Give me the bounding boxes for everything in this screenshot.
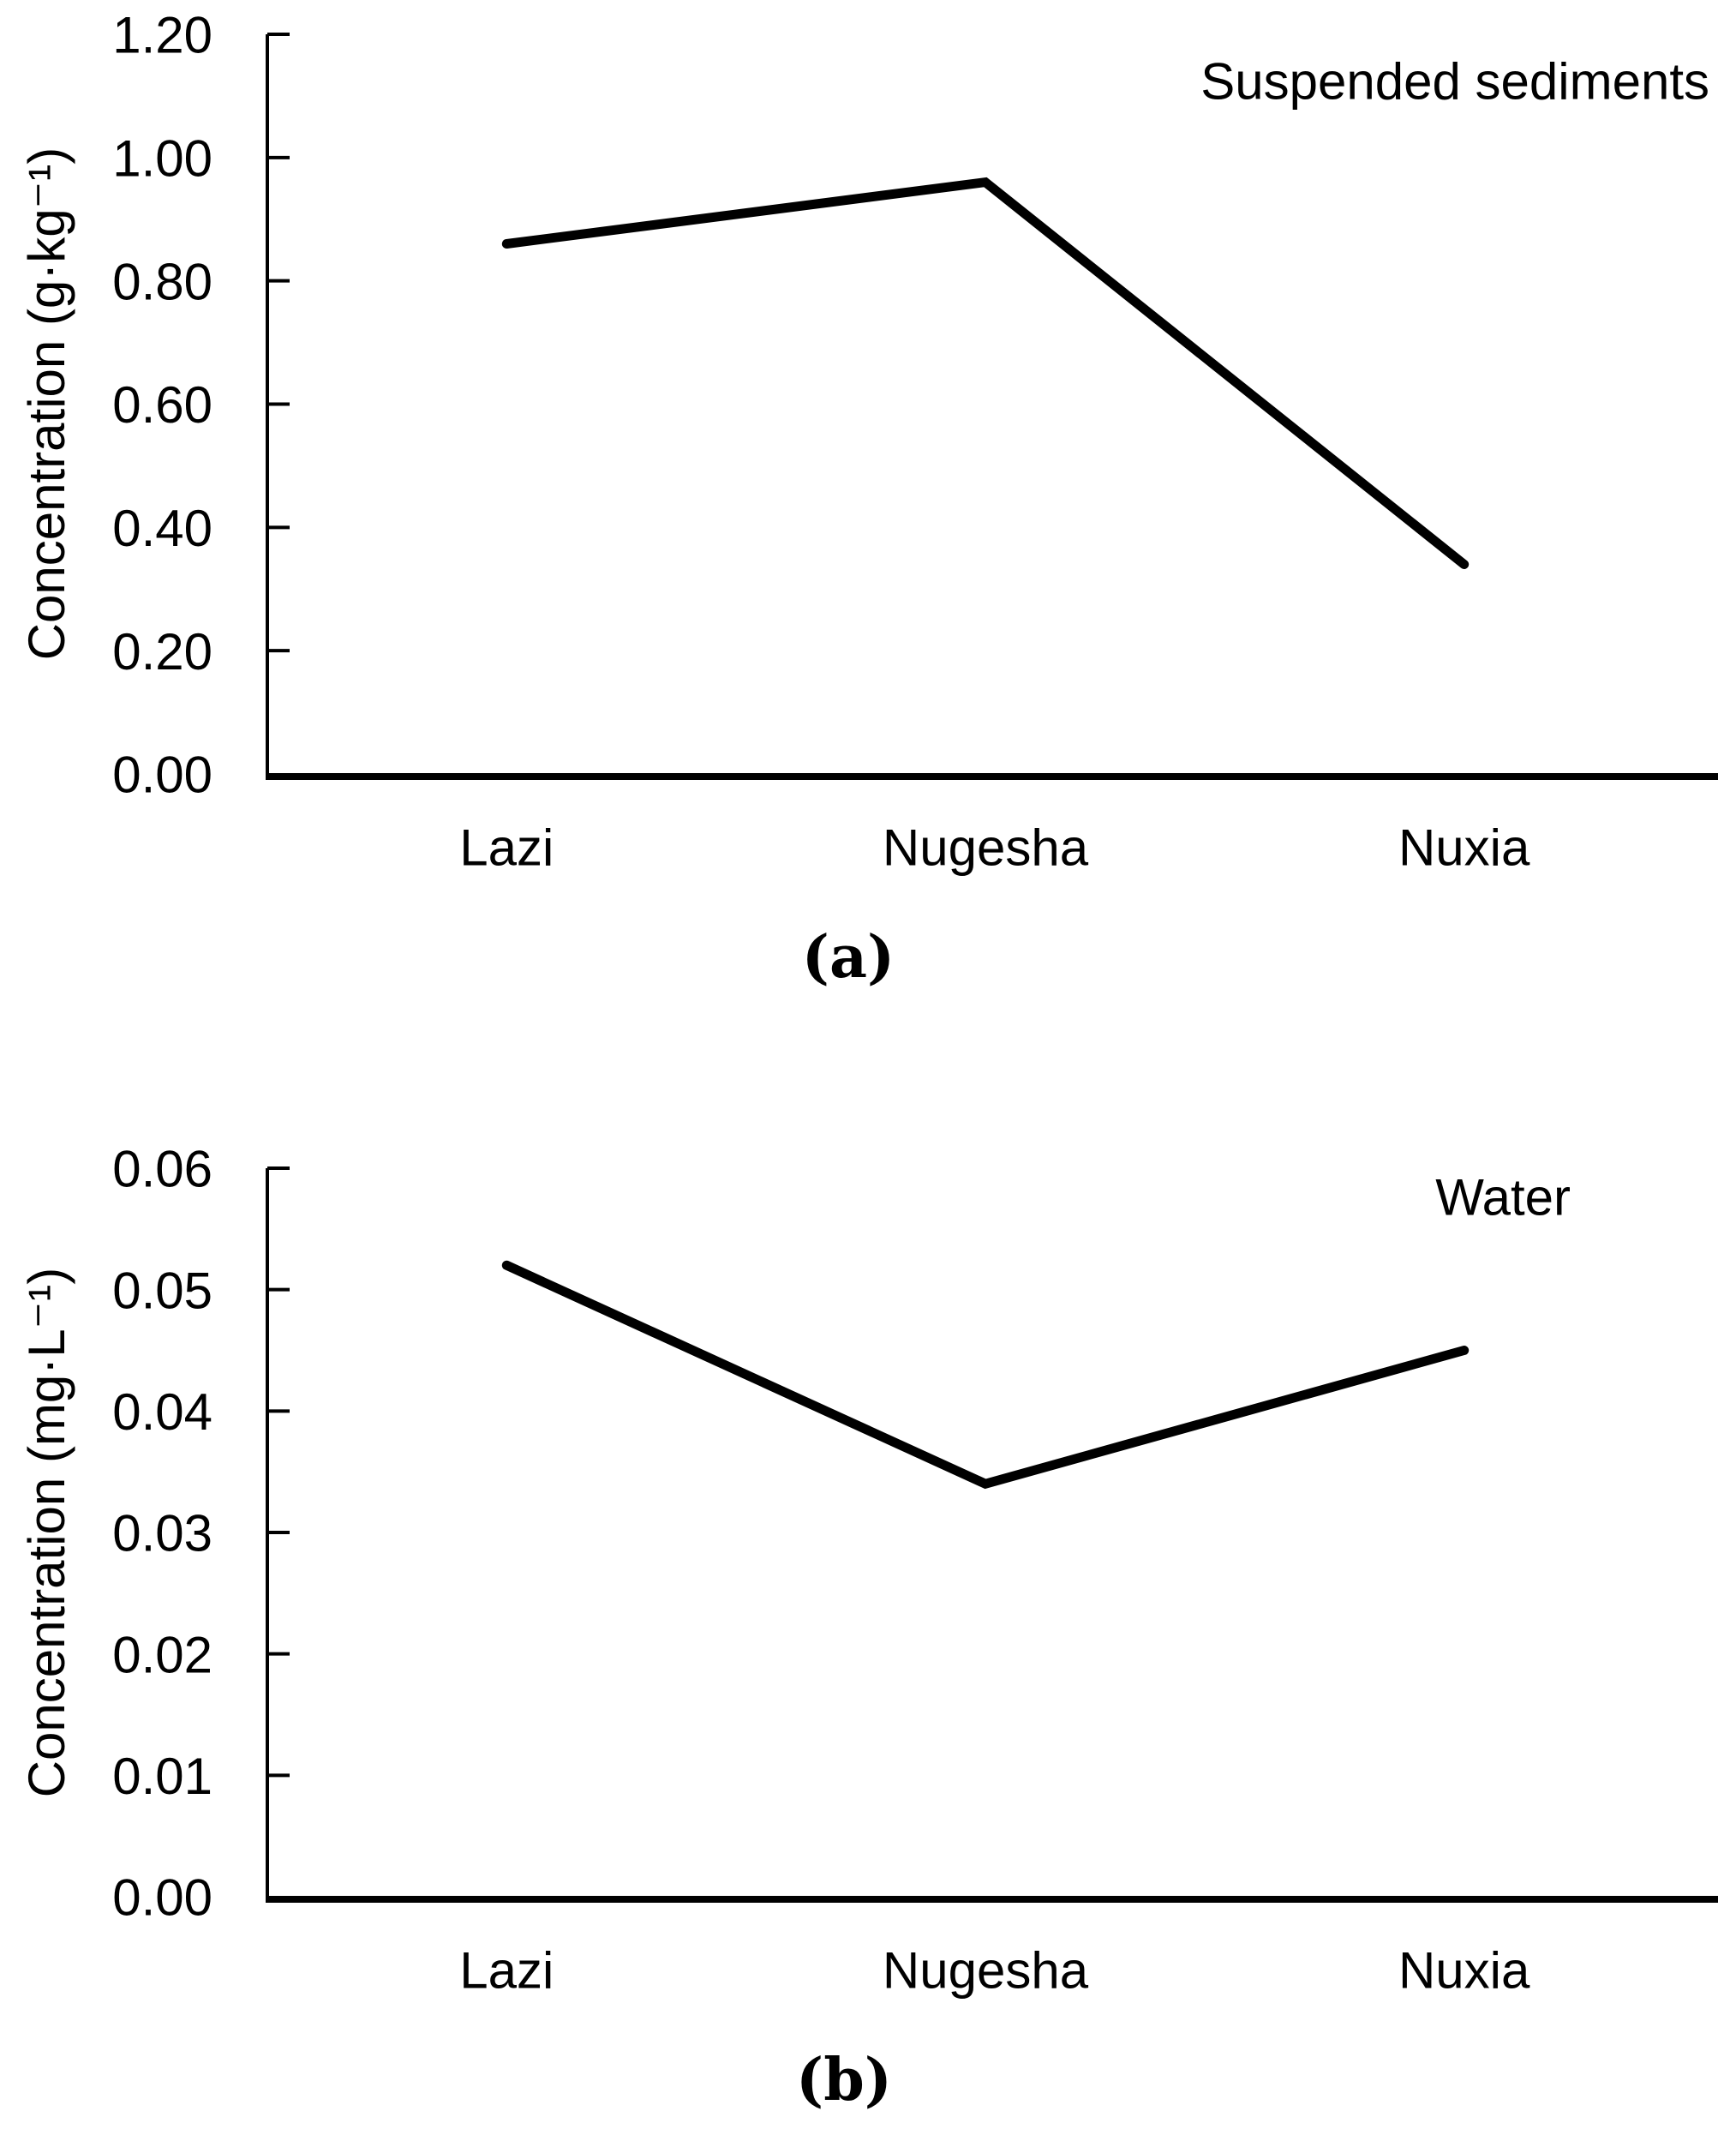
x-category-label: Nuxia bbox=[1398, 1942, 1530, 2000]
data-line bbox=[501, 177, 1470, 569]
panel-caption: (a) bbox=[801, 923, 895, 992]
y-tick-label: 0.00 bbox=[112, 747, 213, 804]
x-category-label: Nuxia bbox=[1398, 819, 1530, 877]
y-tick-label: 0.05 bbox=[112, 1262, 213, 1319]
y-tick-label: 0.03 bbox=[112, 1505, 213, 1562]
y-tick-label: 0.80 bbox=[112, 253, 213, 310]
y-tick-label: 0.02 bbox=[112, 1626, 213, 1683]
x-category-label: Nugesha bbox=[883, 1942, 1089, 2000]
y-tick-label: 0.06 bbox=[112, 1141, 213, 1198]
x-category-label: Lazi bbox=[459, 819, 554, 877]
x-category-label: Nugesha bbox=[883, 819, 1089, 877]
y-tick-label: 0.20 bbox=[112, 623, 213, 681]
y-tick-label: 0.04 bbox=[112, 1383, 213, 1441]
y-tick-label: 1.20 bbox=[112, 7, 213, 64]
y-tick-label: 1.00 bbox=[112, 129, 213, 187]
series-annotation: Water bbox=[1435, 1168, 1571, 1226]
x-category-label: Lazi bbox=[459, 1942, 554, 2000]
series-annotation: Suspended sediments bbox=[1200, 52, 1709, 111]
y-tick-label: 0.60 bbox=[112, 376, 213, 434]
data-line bbox=[501, 1260, 1470, 1490]
panel-caption: (b) bbox=[796, 2046, 892, 2114]
y-tick-label: 0.40 bbox=[112, 500, 213, 557]
y-axis-label: Concentration (mg·L⁻¹) bbox=[18, 1267, 75, 1798]
y-tick-label: 0.01 bbox=[112, 1748, 213, 1805]
y-tick-label: 0.00 bbox=[112, 1869, 213, 1927]
